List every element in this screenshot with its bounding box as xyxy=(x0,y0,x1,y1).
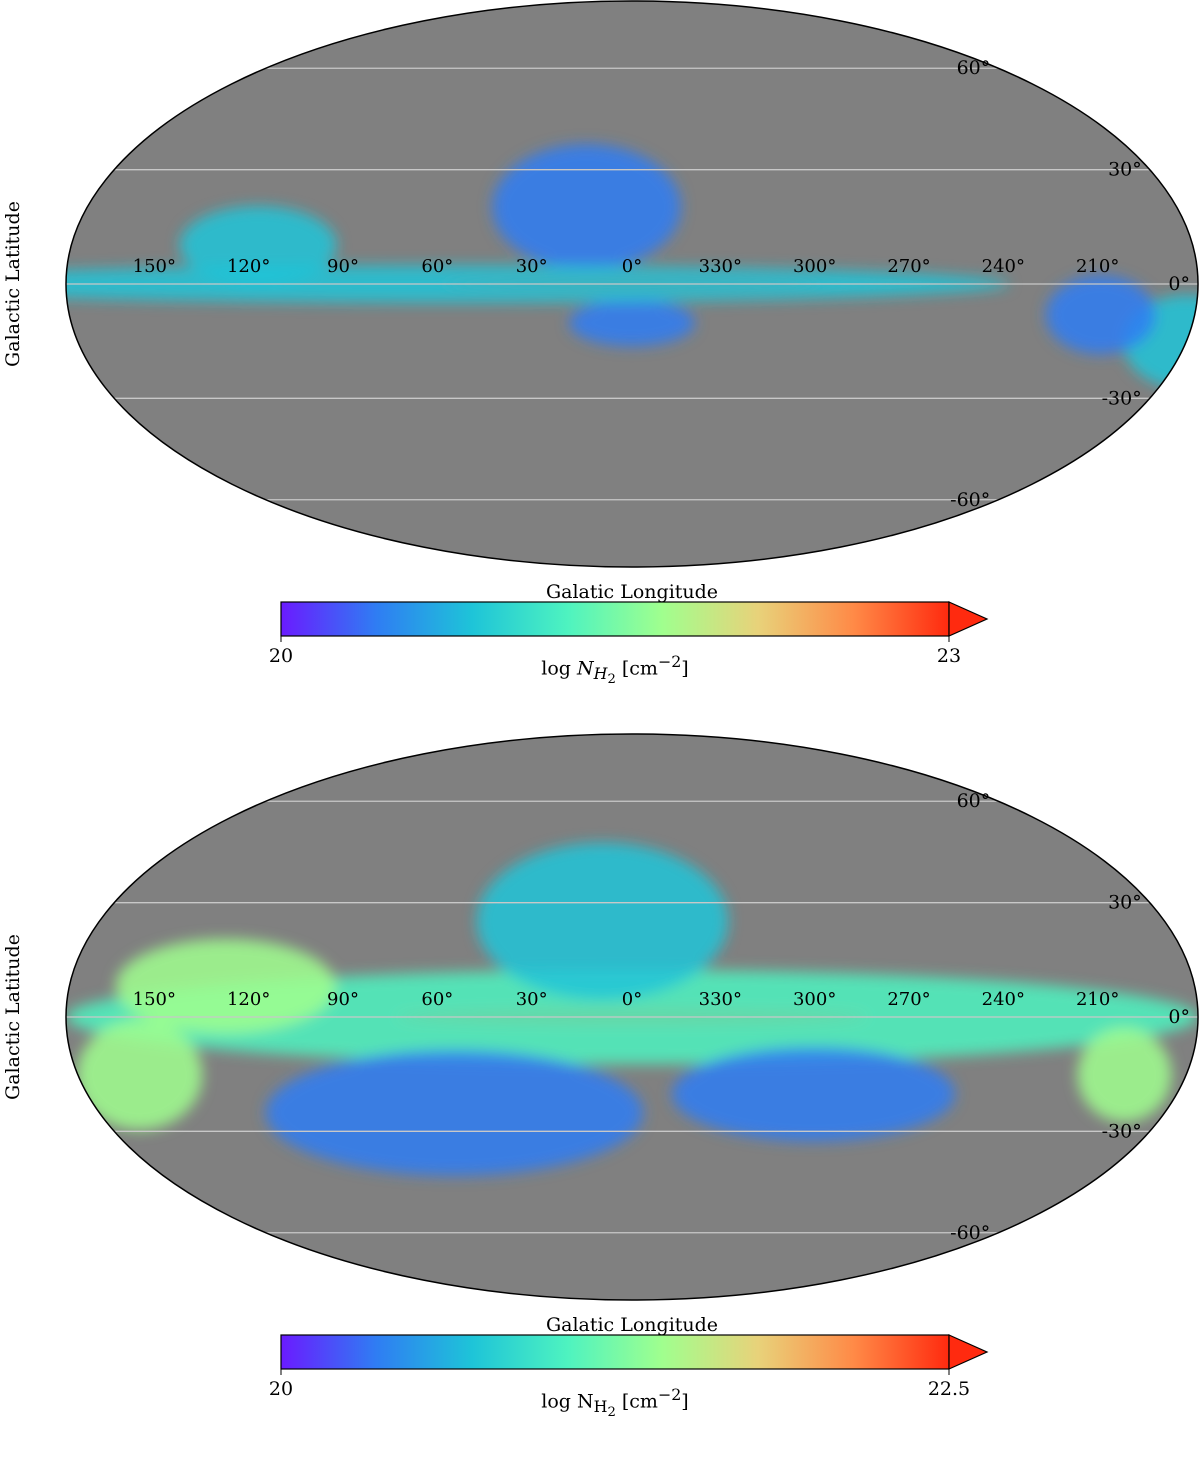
colorbar xyxy=(280,601,989,642)
lat-tick-label: 0° xyxy=(1168,273,1190,295)
x-axis-label: Galatic Longitude xyxy=(546,1314,718,1336)
emission-region xyxy=(1077,1027,1172,1123)
lon-tick-label: 270° xyxy=(887,256,930,277)
lon-tick-label: 60° xyxy=(421,256,453,277)
lon-tick-label: 210° xyxy=(1076,989,1119,1010)
lon-tick-label: 90° xyxy=(327,256,359,277)
lat-tick-label: 30° xyxy=(1108,892,1142,914)
emission-region xyxy=(76,1019,203,1130)
lat-tick-label: 0° xyxy=(1168,1006,1190,1028)
colorbar-max-label: 22.5 xyxy=(928,1378,970,1400)
lon-tick-label: 30° xyxy=(516,256,548,277)
chart-panel-bottom: 60° 30° 0° -30° -60° 150° 120° 90° 60° 30° 0° 330° 3… xyxy=(0,733,1200,1466)
lon-tick-label: 150° xyxy=(133,256,176,277)
colorbar-min-label: 20 xyxy=(269,645,293,667)
lon-tick-label: 0° xyxy=(622,989,642,1010)
colorbar-extend-arrow xyxy=(948,601,989,637)
map-border xyxy=(65,0,1199,568)
lon-tick-label: 120° xyxy=(227,989,270,1010)
colorbar-label: log NH2 [cm−2] xyxy=(541,1385,688,1417)
colorbar-label: log NH2 [cm−2] xyxy=(541,652,688,684)
lon-tick-label: 240° xyxy=(982,989,1025,1010)
chart-svg-top: 60° 30° 0° -30° -60° 150° 120° 90° 60° 30° 0° 330° 3… xyxy=(2,0,1199,684)
lat-tick-label: -30° xyxy=(1102,387,1142,409)
x-axis-label: Galatic Longitude xyxy=(546,581,718,603)
lat-tick-label: 60° xyxy=(957,790,991,812)
emission-region xyxy=(115,938,336,1034)
lon-tick-label: 210° xyxy=(1076,256,1119,277)
emission-region xyxy=(179,205,337,285)
y-axis-label: Galactic Latitude xyxy=(2,201,24,367)
lon-tick-label: 330° xyxy=(699,256,742,277)
lat-tick-label: -60° xyxy=(950,489,990,511)
colorbar-max-label: 23 xyxy=(937,645,961,667)
lon-tick-label: 300° xyxy=(793,989,836,1010)
lon-tick-label: 60° xyxy=(421,989,453,1010)
lon-tick-label: 150° xyxy=(133,989,176,1010)
emission-region xyxy=(569,299,695,347)
emission-region xyxy=(476,842,729,1000)
lat-tick-label: -60° xyxy=(950,1222,990,1244)
emission-region xyxy=(672,1046,956,1142)
lat-tick-label: 30° xyxy=(1108,159,1142,181)
lon-tick-label: 270° xyxy=(887,989,930,1010)
lon-tick-label: 120° xyxy=(227,256,270,277)
lon-tick-label: 0° xyxy=(622,256,642,277)
colorbar-extend-arrow xyxy=(948,1334,989,1370)
map-border xyxy=(65,733,1199,1301)
colorbar-min-label: 20 xyxy=(269,1378,293,1400)
lon-tick-label: 300° xyxy=(793,256,836,277)
lat-tick-label: -30° xyxy=(1102,1120,1142,1142)
lat-tick-label: 60° xyxy=(957,57,991,79)
lon-tick-label: 240° xyxy=(982,256,1025,277)
lon-tick-label: 330° xyxy=(699,989,742,1010)
lon-tick-label: 90° xyxy=(327,989,359,1010)
emission-region xyxy=(1045,275,1156,355)
y-axis-label: Galactic Latitude xyxy=(2,934,24,1100)
lon-tick-label: 30° xyxy=(516,989,548,1010)
emission-region xyxy=(492,144,681,270)
chart-svg-bottom: 60° 30° 0° -30° -60° 150° 120° 90° 60° 30° 0° 330° 3… xyxy=(2,733,1199,1417)
emission-region xyxy=(265,1049,644,1176)
chart-panel-top: 60° 30° 0° -30° -60° 150° 120° 90° 60° 30° 0° 330° 3… xyxy=(2,0,1199,684)
colorbar xyxy=(280,1334,989,1375)
